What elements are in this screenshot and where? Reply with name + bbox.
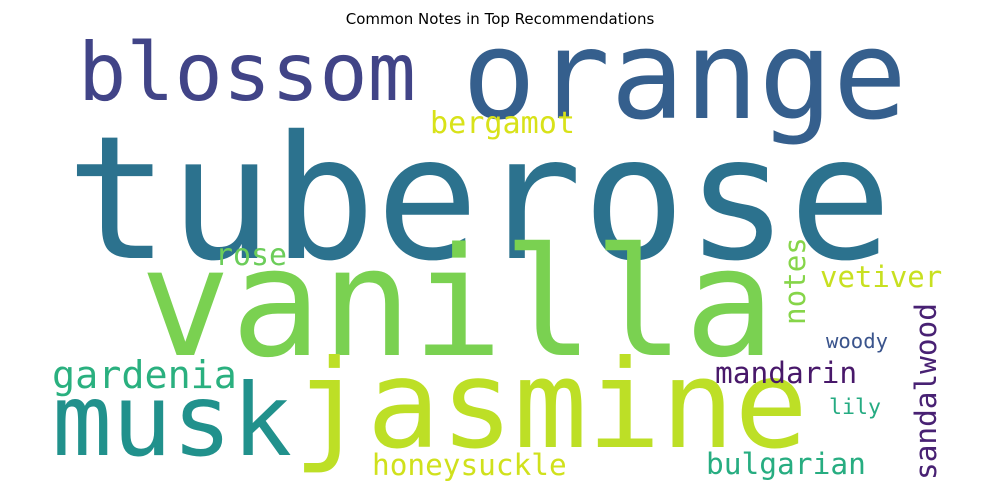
word-sandalwood: sandalwood (909, 303, 943, 480)
word-vanilla: vanilla (140, 215, 775, 391)
word-notes: notes (778, 237, 812, 325)
word-lily: lily (829, 395, 881, 420)
word-blossom: blossom (78, 26, 416, 119)
word-vetiver: vetiver (820, 260, 942, 294)
word-mandarin: mandarin (715, 356, 857, 390)
word-musk: musk (52, 362, 292, 479)
word-bulgarian: bulgarian (706, 447, 866, 481)
word-tuberose: tuberose (66, 100, 892, 299)
word-bergamot: bergamot (430, 106, 575, 141)
word-gardenia: gardenia (52, 353, 237, 398)
word-rose: rose (215, 238, 287, 273)
word-jasmine: jasmine (293, 334, 808, 476)
word-orange: orange (462, 5, 907, 148)
word-woody: woody (826, 329, 888, 353)
word-honeysuckle: honeysuckle (372, 448, 567, 482)
chart-title: Common Notes in Top Recommendations (345, 10, 655, 28)
